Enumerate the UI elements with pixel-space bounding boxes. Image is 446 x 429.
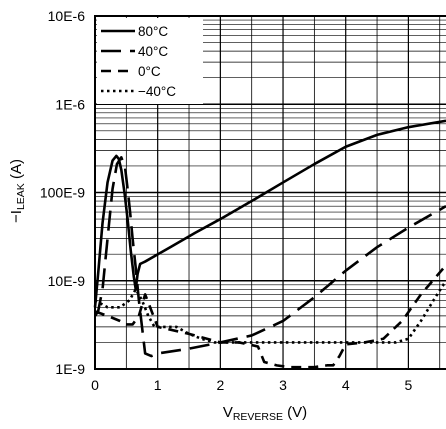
x-tick-labels: 0 1 2 3 4 5 [91, 377, 412, 393]
x-axis-title-main: V [223, 404, 233, 421]
y-tick-label: 10E-9 [48, 273, 86, 289]
y-axis-title-subscript: LEAK [15, 183, 27, 210]
y-axis-title-unit: (A) [8, 159, 25, 183]
y-axis-title: −ILEAK (A) [8, 159, 27, 223]
series-layer [93, 119, 446, 369]
legend-label-1: 80°C [138, 24, 168, 39]
series-line-4 [94, 280, 446, 344]
y-tick-labels: 1E-9 10E-9 100E-9 1E-6 10E-6 [40, 8, 85, 377]
x-tick-label: 0 [91, 377, 99, 393]
plot-frame [94, 15, 446, 370]
y-tick-label: 10E-6 [48, 8, 86, 24]
y-tick-label: 1E-9 [55, 361, 85, 377]
legend-background [97, 18, 203, 104]
x-axis-title: VREVERSE (V) [223, 404, 307, 423]
minor-grid [95, 16, 446, 369]
x-axis-title-subscript: REVERSE [233, 411, 283, 423]
y-axis-title-prefix: −I [8, 210, 25, 223]
y-tick-label: 100E-9 [40, 185, 85, 201]
x-tick-label: 3 [279, 377, 287, 393]
legend-label-3: 0°C [138, 64, 161, 79]
x-tick-label: 4 [342, 377, 350, 393]
x-tick-label: 5 [404, 377, 412, 393]
y-tick-label: 1E-6 [55, 96, 85, 112]
x-axis-title-unit: (V) [283, 404, 307, 421]
series-line-1 [93, 119, 446, 308]
legend-label-2: 40°C [138, 44, 168, 59]
x-tick-label: 1 [154, 377, 162, 393]
series-line-3 [94, 264, 446, 369]
legend-label-4: −40°C [138, 84, 176, 99]
x-tick-label: 2 [216, 377, 224, 393]
legend: 80°C 40°C 0°C −40°C [97, 18, 203, 104]
